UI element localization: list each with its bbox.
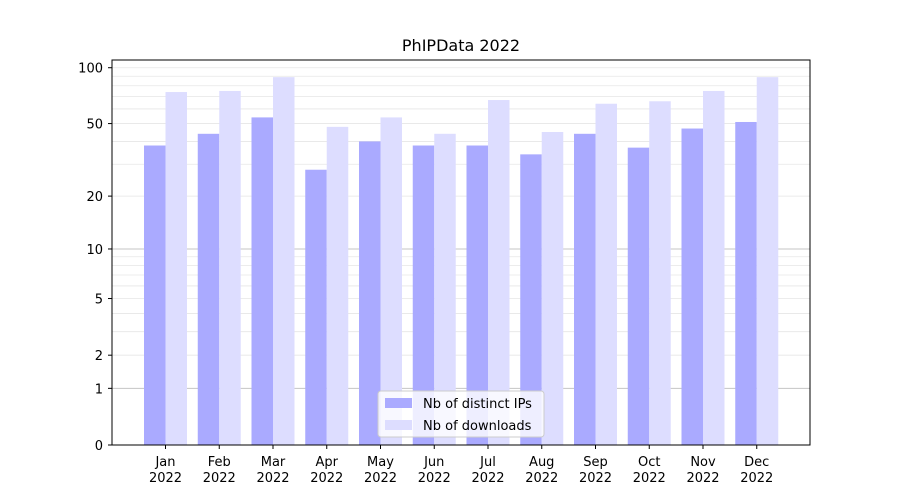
x-tick-label: Jul 2022 [471,455,504,486]
x-tick-label: Nov 2022 [686,455,719,486]
y-axis-ticks: 0 1 2 5 10 20 50 100 [78,62,112,454]
y-tick-label: 1 [95,382,103,397]
bar-downloads [326,126,349,445]
bar-downloads [434,133,456,445]
bar-distinct-ips [627,147,650,445]
bar-downloads [219,90,241,446]
y-tick-label: 20 [86,190,103,205]
bars [144,77,779,446]
legend-box [377,390,545,438]
y-tick-label: 10 [86,243,103,258]
x-tick-label: Aug 2022 [525,455,558,486]
x-tick-label: Jan 2022 [149,455,182,486]
y-tick-label: 5 [95,293,103,308]
x-tick-label: Sep 2022 [579,455,612,486]
bar-distinct-ips [520,154,542,445]
chart-title: PhIPData 2022 [402,36,520,55]
legend-swatch-downloads [385,420,412,430]
bar-downloads [649,101,671,446]
bar-distinct-ips [144,145,166,445]
bar-distinct-ips [681,128,703,445]
bar-downloads [756,77,779,445]
bar-distinct-ips [466,145,488,445]
legend-swatch-ips [385,398,412,408]
axes [111,59,811,446]
bar-distinct-ips [412,145,435,445]
y-tick-label: 2 [95,349,103,364]
bar-downloads [488,100,510,446]
bar-distinct-ips [735,121,757,445]
y-tick-label: 50 [86,118,103,133]
bar-downloads [380,117,402,446]
x-tick-label: Mar 2022 [256,455,289,486]
bar-downloads [595,103,617,445]
bar-distinct-ips [197,133,220,445]
y-tick-label: 0 [95,439,103,454]
bar-downloads [273,77,295,445]
x-tick-label: Feb 2022 [203,455,236,486]
x-axis-ticks: Jan 2022 Feb 2022 Mar 2022 Apr 2022 May 2022 Jun 20… [149,445,773,486]
x-tick-label: Jun 2022 [418,455,451,486]
x-tick-label: Oct 2022 [633,455,666,486]
legend-label-downloads: Nb of downloads [423,419,532,434]
axes-frame [111,59,811,446]
x-tick-label: Apr 2022 [310,455,343,486]
legend: Nb of distinct IPs Nb of downloads [377,390,545,438]
bar-distinct-ips [574,133,596,445]
bar-downloads [165,92,187,445]
bar-downloads [703,90,725,446]
x-tick-label: Dec 2022 [740,455,773,486]
x-tick-label: May 2022 [364,455,397,486]
bar-distinct-ips [359,141,381,446]
y-tick-label: 100 [78,62,103,77]
bar-distinct-ips [251,117,273,446]
bar-downloads [541,132,564,445]
legend-label-ips: Nb of distinct IPs [423,397,532,412]
bar-distinct-ips [305,169,327,445]
